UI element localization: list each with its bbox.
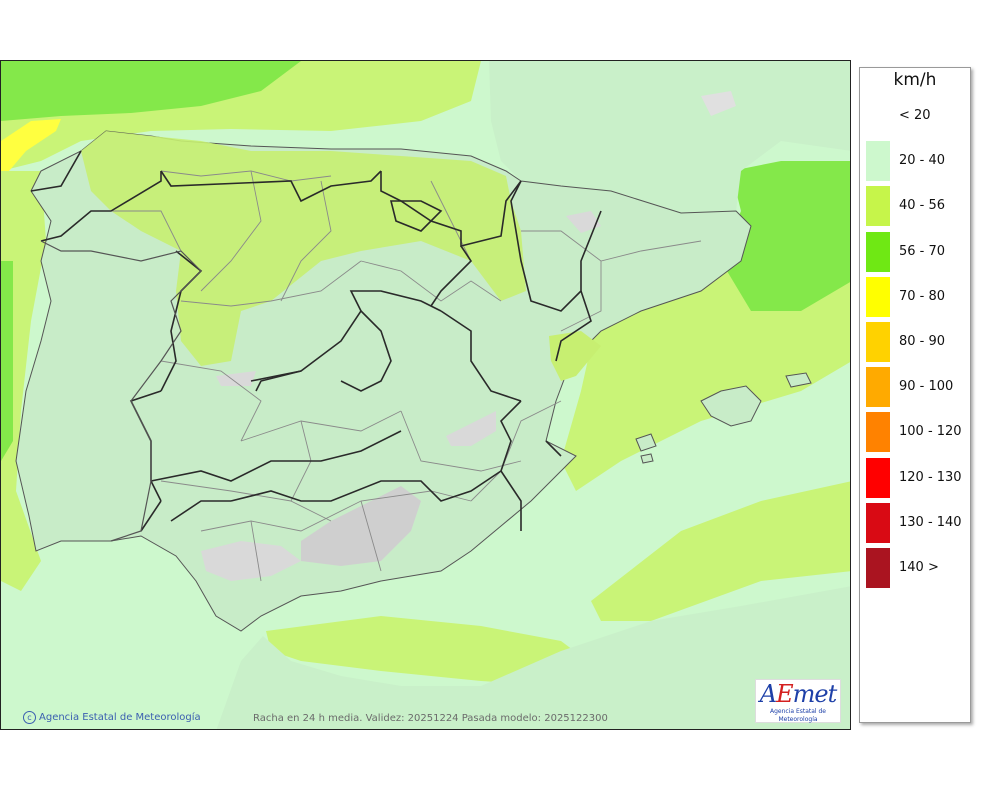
legend-item: 140 > bbox=[863, 548, 969, 588]
legend-item: 56 - 70 bbox=[863, 231, 969, 272]
logo-wordmark: AEmet bbox=[759, 680, 837, 708]
map-caption: Racha en 24 h media. Validez: 20251224 P… bbox=[253, 713, 608, 724]
wind-legend: km/h < 20 20 - 40 40 - 56 56 - 70 70 - 80 80 … bbox=[859, 67, 971, 723]
legend-label: 56 - 70 bbox=[899, 243, 946, 259]
mountain-pyrenees-1 bbox=[566, 211, 601, 233]
legend-label: 20 - 40 bbox=[899, 153, 946, 169]
legend-item: 70 - 80 bbox=[863, 276, 969, 317]
legend-item: 130 - 140 bbox=[863, 502, 969, 543]
legend-swatch bbox=[866, 231, 890, 272]
legend-label: 140 > bbox=[899, 560, 939, 575]
legend-item: 80 - 90 bbox=[863, 322, 969, 362]
legend-label: 120 - 130 bbox=[899, 469, 962, 485]
land-formentera bbox=[640, 453, 654, 464]
wind-band-alboran bbox=[266, 616, 601, 686]
province-borders bbox=[101, 170, 702, 582]
legend-swatch bbox=[866, 186, 890, 227]
land-mallorca bbox=[700, 385, 762, 427]
mountain-alps-patch bbox=[701, 91, 736, 116]
legend-swatch bbox=[866, 457, 890, 498]
legend-item: 20 - 40 bbox=[863, 141, 969, 182]
land-menorca bbox=[785, 372, 812, 388]
mountain-west-andalusia bbox=[201, 541, 301, 581]
wind-band-valencia-coast bbox=[549, 331, 601, 381]
land-ibiza bbox=[635, 433, 657, 452]
wind-band-cantabrian bbox=[81, 131, 526, 366]
legend-label: 130 - 140 bbox=[899, 514, 962, 530]
credit-text: Agencia Estatal de Meteorología bbox=[39, 712, 201, 723]
legend-swatch bbox=[866, 322, 890, 362]
legend-item: 120 - 130 bbox=[863, 457, 969, 498]
land-north-africa bbox=[216, 586, 850, 729]
legend-swatch bbox=[866, 548, 890, 588]
copyright-icon: c bbox=[23, 711, 36, 724]
mountain-sierra-nevada bbox=[301, 486, 421, 566]
legend-unit: km/h bbox=[893, 70, 937, 90]
legend-item: 90 - 100 bbox=[863, 367, 969, 408]
aemet-credit: c Agencia Estatal de Meteorología bbox=[23, 711, 201, 724]
wind-band-peak-galicia-sea bbox=[1, 119, 61, 173]
legend-label: 90 - 100 bbox=[899, 379, 954, 395]
legend-item: 40 - 56 bbox=[863, 186, 969, 227]
wind-band-strong-nw bbox=[1, 61, 301, 121]
wind-band-balearic-south bbox=[591, 481, 850, 621]
legend-swatch bbox=[866, 412, 890, 453]
legend-label: 40 - 56 bbox=[899, 198, 946, 214]
legend-swatch bbox=[866, 367, 890, 408]
regional-borders bbox=[30, 150, 602, 532]
legend-item: < 20 bbox=[863, 96, 969, 136]
legend-swatch bbox=[866, 141, 890, 182]
legend-label: 80 - 90 bbox=[899, 334, 946, 349]
border-portugal-spain bbox=[40, 240, 202, 542]
legend-swatch bbox=[866, 276, 890, 317]
land-france bbox=[489, 61, 850, 221]
legend-label: 70 - 80 bbox=[899, 288, 946, 304]
map-canvas bbox=[1, 61, 850, 729]
legend-label: < 20 bbox=[899, 108, 931, 123]
wind-gust-map: c Agencia Estatal de Meteorología Racha e… bbox=[0, 60, 851, 730]
wind-band-west-atlantic-strong bbox=[1, 261, 13, 461]
mountain-cuenca bbox=[446, 411, 496, 446]
aemet-logo: AEmet Agencia Estatal de Meteorología bbox=[755, 679, 841, 723]
legend-item: 100 - 120 bbox=[863, 412, 969, 453]
logo-subtitle: Agencia Estatal de Meteorología bbox=[769, 708, 826, 723]
legend-swatch bbox=[866, 502, 890, 543]
legend-label: 100 - 120 bbox=[899, 424, 962, 440]
legend-swatch bbox=[866, 96, 890, 136]
wind-band-gulf-of-lion bbox=[721, 161, 850, 311]
